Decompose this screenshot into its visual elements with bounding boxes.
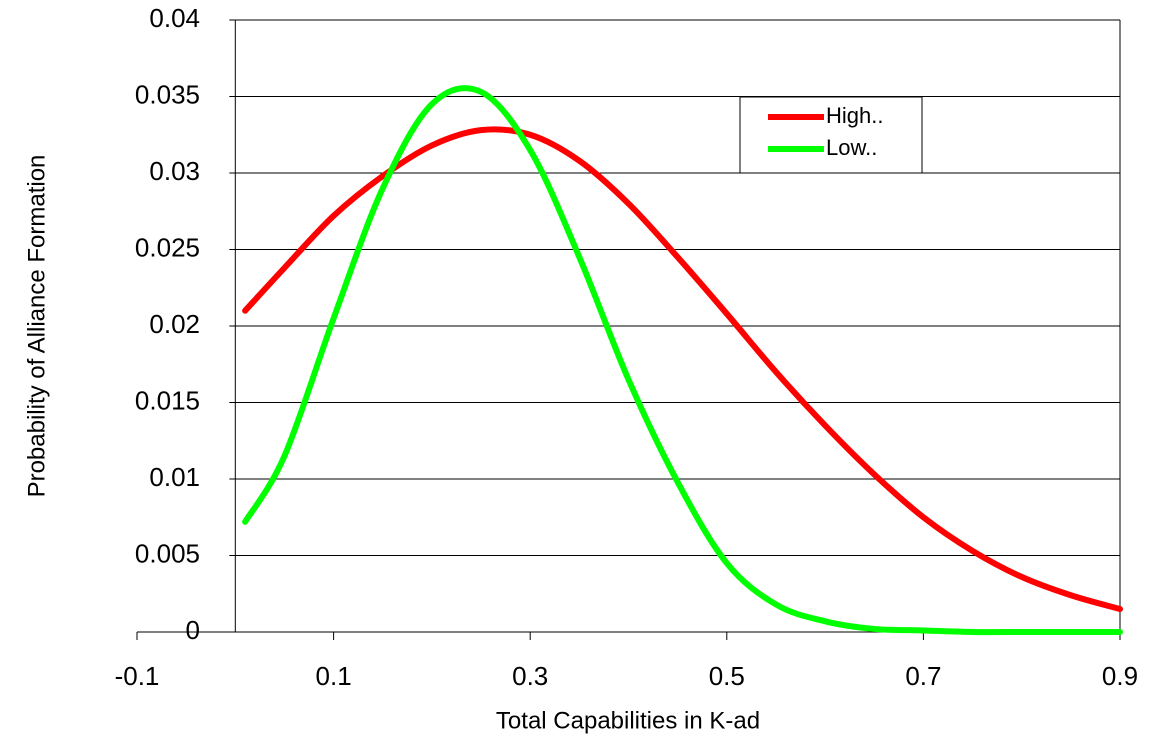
legend-label: High..: [826, 103, 883, 128]
legend-box: [739, 96, 923, 174]
x-tick-label: 0.5: [709, 661, 745, 691]
line-series: [242, 126, 1123, 613]
y-tick-label: 0.005: [135, 538, 200, 568]
x-tick-label: 0.9: [1102, 661, 1138, 691]
y-axis-title: Probability of Alliance Formation: [23, 155, 50, 498]
y-tick-label: 0.035: [135, 79, 200, 109]
y-tick-label: 0.01: [149, 462, 200, 492]
x-tick-label: 0.3: [512, 661, 548, 691]
y-tick-label: 0.03: [149, 156, 200, 186]
x-tick-label: 0.7: [905, 661, 941, 691]
line-series: [242, 85, 1123, 636]
x-tick-label: -0.1: [115, 661, 160, 691]
y-tick-label: 0.02: [149, 309, 200, 339]
x-axis-title: Total Capabilities in K-ad: [496, 707, 760, 734]
y-tick-label: 0.025: [135, 232, 200, 262]
x-tick-label: 0.1: [316, 661, 352, 691]
y-tick-label: 0: [186, 615, 200, 645]
legend-label: Low..: [826, 135, 877, 160]
y-tick-label: 0.04: [149, 3, 200, 33]
y-tick-label: 0.015: [135, 385, 200, 415]
